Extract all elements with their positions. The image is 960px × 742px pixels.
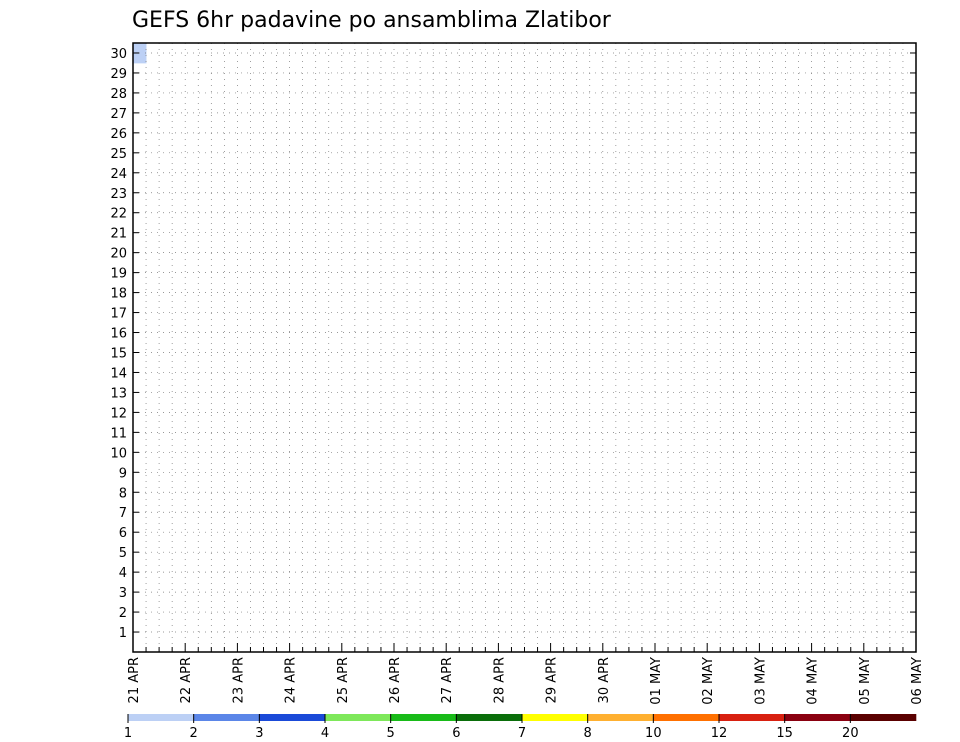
y-tick-label: 15	[110, 346, 127, 361]
colorbar-segment	[850, 714, 917, 721]
x-tick-label: 06 MAY	[910, 657, 925, 705]
y-tick-label: 24	[110, 167, 127, 182]
y-tick-label: 14	[110, 366, 127, 381]
y-tick-label: 1	[119, 626, 127, 641]
colorbar-segment	[390, 714, 457, 721]
y-tick-label: 27	[110, 107, 127, 122]
colorbar-segment	[259, 714, 326, 721]
colorbar-tick-label: 4	[321, 726, 329, 741]
y-tick-label: 23	[110, 187, 127, 202]
y-tick-label: 5	[119, 546, 127, 561]
y-tick-label: 2	[119, 606, 127, 621]
colorbar-tick-label: 1	[124, 726, 132, 741]
y-tick-label: 4	[119, 566, 127, 581]
y-tick-label: 9	[119, 466, 127, 481]
y-tick-label: 12	[110, 406, 127, 421]
colorbar-segment	[719, 714, 785, 721]
x-tick-label: 02 MAY	[701, 657, 716, 705]
x-tick-label: 21 APR	[127, 657, 142, 703]
x-tick-label: 26 APR	[388, 657, 403, 703]
x-axis: 21 APR 22 APR 23 APR 24 APR 25 APR 26 APR 27 A…	[127, 643, 925, 705]
y-tick-label: 8	[119, 486, 127, 501]
colorbar-segment	[325, 714, 391, 721]
chart-title: GEFS 6hr padavine po ansamblima Zlatibor	[132, 8, 612, 33]
y-tick-label: 21	[110, 227, 127, 242]
colorbar-segment	[522, 714, 588, 721]
x-tick-label: 23 APR	[231, 657, 246, 703]
colorbar-tick-label: 2	[190, 726, 198, 741]
y-axis: 1234567891011121314151617181920212223242…	[110, 47, 916, 641]
colorbar-tick-label: 20	[842, 726, 859, 741]
y-tick-label: 20	[110, 247, 127, 262]
colorbar-segment	[456, 714, 523, 721]
y-tick-label: 19	[110, 267, 127, 282]
y-tick-label: 30	[110, 47, 127, 62]
y-tick-label: 26	[110, 127, 127, 142]
colorbar-tick-label: 12	[711, 726, 728, 741]
colorbar-segment	[653, 714, 720, 721]
x-tick-label: 25 APR	[336, 657, 351, 703]
x-tick-label: 30 APR	[597, 657, 612, 703]
y-tick-label: 11	[110, 426, 127, 441]
colorbar-segment	[193, 714, 260, 721]
y-tick-label: 7	[119, 506, 127, 521]
y-tick-label: 18	[110, 287, 127, 302]
y-tick-label: 13	[110, 386, 127, 401]
y-tick-label: 17	[110, 307, 127, 322]
x-tick-label: 03 MAY	[753, 657, 768, 705]
colorbar-tick-label: 3	[255, 726, 263, 741]
colorbar-segment	[587, 714, 654, 721]
x-tick-label: 24 APR	[284, 657, 299, 703]
colorbar-tick-label: 10	[645, 726, 662, 741]
colorbar-tick-label: 15	[776, 726, 793, 741]
x-tick-label: 05 MAY	[858, 657, 873, 705]
plot-frame	[132, 42, 917, 653]
colorbar-tick-label: 5	[387, 726, 395, 741]
grid-lines	[133, 43, 916, 652]
x-tick-label: 04 MAY	[806, 657, 821, 705]
y-tick-label: 25	[110, 147, 127, 162]
colorbar-segment	[128, 714, 194, 721]
colorbar-tick-label: 6	[452, 726, 460, 741]
x-tick-label: 29 APR	[545, 657, 560, 703]
y-tick-label: 16	[110, 327, 127, 342]
colorbar: 1 2 3 4 5 6 7 8 10 12 15 20	[124, 714, 917, 741]
colorbar-segment	[784, 714, 851, 721]
y-tick-label: 6	[119, 526, 127, 541]
colorbar-tick-label: 7	[518, 726, 526, 741]
colorbar-tick-label: 8	[584, 726, 592, 741]
x-tick-label: 28 APR	[492, 657, 507, 703]
y-tick-label: 28	[110, 87, 127, 102]
x-tick-label: 22 APR	[179, 657, 194, 703]
y-tick-label: 22	[110, 207, 127, 222]
x-tick-label: 01 MAY	[649, 657, 664, 705]
y-tick-label: 29	[110, 67, 127, 82]
y-tick-label: 3	[119, 586, 127, 601]
y-tick-label: 10	[110, 446, 127, 461]
x-tick-label: 27 APR	[440, 657, 455, 703]
